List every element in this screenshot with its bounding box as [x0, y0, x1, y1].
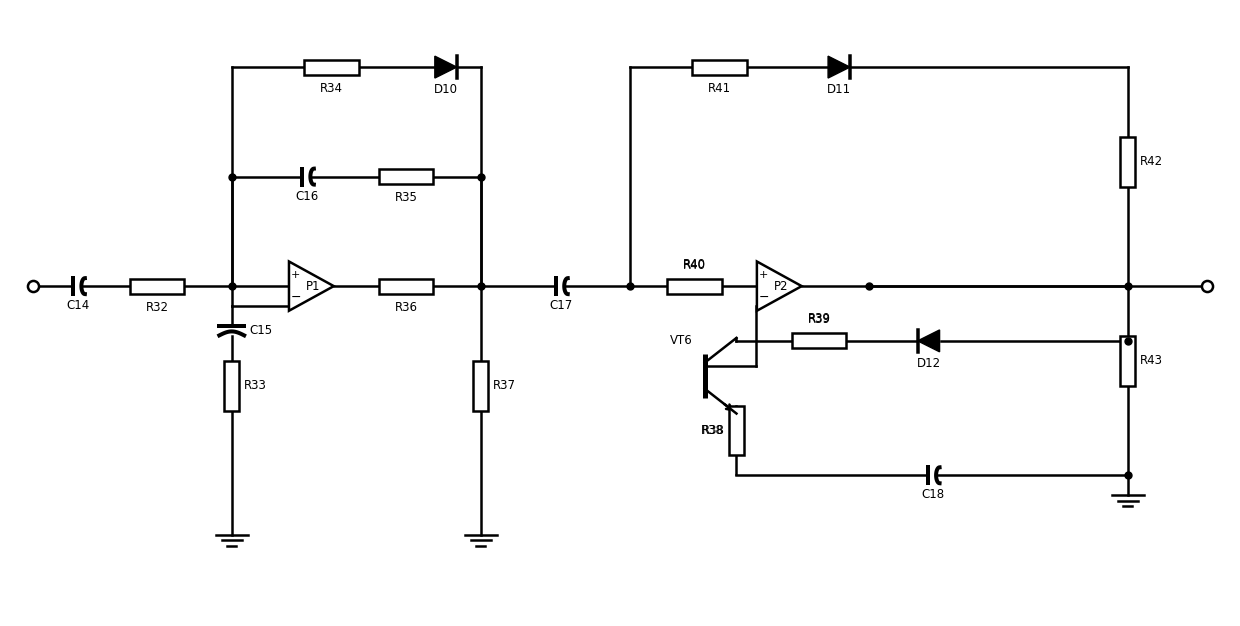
- Text: R43: R43: [1141, 354, 1163, 367]
- Polygon shape: [828, 56, 849, 78]
- Text: +: +: [759, 270, 769, 280]
- Text: R40: R40: [683, 259, 706, 272]
- Text: D10: D10: [434, 83, 458, 96]
- Bar: [1120, 336, 1135, 386]
- Bar: [692, 59, 746, 74]
- Bar: [1120, 137, 1135, 187]
- Text: C17: C17: [549, 299, 573, 312]
- Text: R35: R35: [394, 191, 418, 204]
- Text: R32: R32: [145, 300, 169, 314]
- Text: R39: R39: [807, 314, 831, 326]
- Text: R38: R38: [701, 424, 724, 437]
- Text: D11: D11: [827, 83, 851, 96]
- Text: C18: C18: [921, 488, 945, 501]
- Text: C15: C15: [249, 324, 273, 337]
- Polygon shape: [756, 262, 802, 310]
- Polygon shape: [435, 56, 456, 78]
- Text: R40: R40: [683, 258, 706, 270]
- Polygon shape: [289, 262, 334, 310]
- Text: −: −: [290, 290, 301, 304]
- Text: R34: R34: [320, 81, 342, 95]
- Text: P2: P2: [774, 280, 789, 292]
- Bar: [130, 279, 185, 294]
- Bar: [378, 279, 433, 294]
- Text: R33: R33: [244, 379, 267, 392]
- Text: R42: R42: [1141, 155, 1163, 168]
- Text: −: −: [759, 290, 769, 304]
- Text: C14: C14: [67, 299, 91, 312]
- Text: P1: P1: [306, 280, 321, 292]
- Bar: [474, 361, 489, 411]
- Bar: [378, 169, 433, 184]
- Text: R37: R37: [494, 379, 516, 392]
- Text: R39: R39: [807, 312, 831, 326]
- Bar: [224, 361, 239, 411]
- Text: VT6: VT6: [670, 334, 693, 347]
- Text: +: +: [291, 270, 300, 280]
- Text: D12: D12: [916, 357, 941, 370]
- Bar: [667, 279, 722, 294]
- Polygon shape: [918, 330, 940, 352]
- Bar: [729, 406, 744, 455]
- Text: R36: R36: [394, 300, 418, 314]
- Text: R41: R41: [708, 81, 732, 95]
- Bar: [304, 59, 358, 74]
- Text: C16: C16: [296, 190, 319, 203]
- Text: R38: R38: [702, 424, 724, 437]
- Bar: [791, 334, 847, 348]
